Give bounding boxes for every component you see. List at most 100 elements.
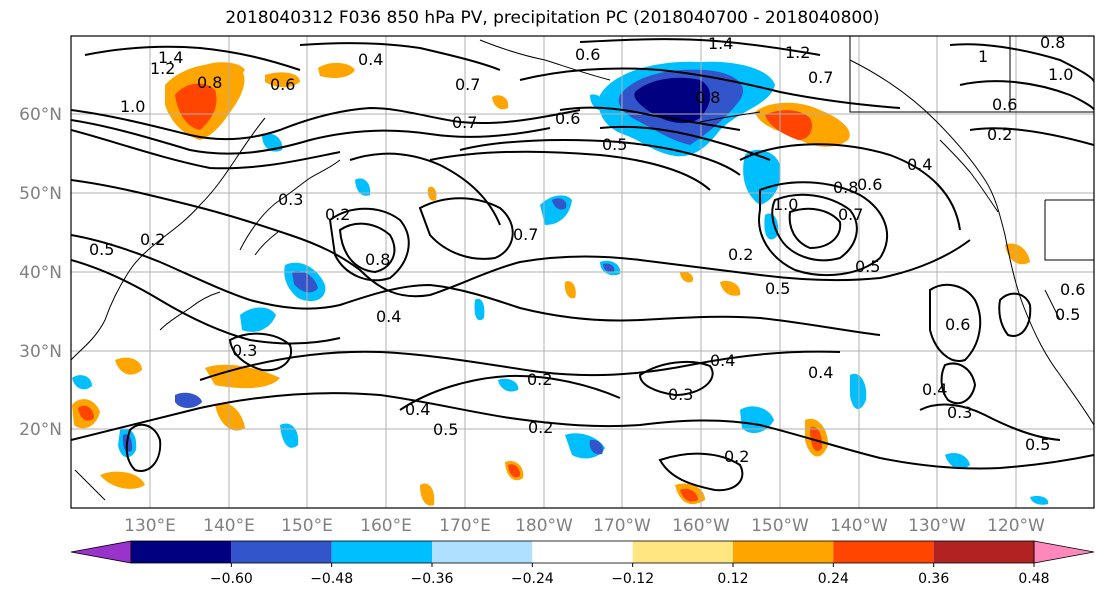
colorbar-segment <box>131 541 232 563</box>
colorbar-segment <box>432 541 533 563</box>
colorbar-arrow-high <box>1033 540 1095 564</box>
contour-label: 0.6 <box>270 75 295 94</box>
lon-label: 150°W <box>751 516 809 536</box>
contour-label: 0.8 <box>695 88 720 107</box>
contour-label: 0.4 <box>376 307 401 326</box>
colorbar-frame <box>130 540 1035 564</box>
contour-label: 0.5 <box>1025 435 1050 454</box>
colorbar-tick-label: 0.48 <box>1018 571 1049 587</box>
contour-label: 0.4 <box>922 380 947 399</box>
colorbar-tick-label: 0.12 <box>717 571 748 587</box>
contour-label: 0.8 <box>833 178 858 197</box>
contour-label: 0.6 <box>555 109 580 128</box>
contour-label: 1.2 <box>785 43 810 62</box>
colorbar-tick-label: −0.36 <box>411 571 454 587</box>
lon-label: 150°E <box>281 516 333 536</box>
contour-label: 0.2 <box>325 205 350 224</box>
pv-contours <box>71 38 1094 492</box>
contour-label: 0.8 <box>197 73 222 92</box>
contour-label: 0.4 <box>358 50 383 69</box>
contour-label: 0.5 <box>765 279 790 298</box>
graticule <box>71 36 1094 508</box>
contour-label: 0.3 <box>232 341 257 360</box>
contour-label: 0.4 <box>808 363 833 382</box>
lon-label: 160°E <box>360 516 412 536</box>
lon-label: 130°W <box>908 516 966 536</box>
contour-label: 1.0 <box>120 97 145 116</box>
map-plot-area: 1.4 1.2 0.8 0.6 0.4 0.7 1.0 0.7 0.6 0.5 … <box>71 33 1094 508</box>
contour-label: 1.4 <box>708 34 733 53</box>
contour-label: 0.5 <box>855 257 880 276</box>
colorbar-tick-label: −0.60 <box>210 571 253 587</box>
contour-label: 1 <box>978 47 988 66</box>
contour-label: 0.6 <box>945 315 970 334</box>
colorbar-segment <box>733 541 834 563</box>
colorbar-tick-label: −0.48 <box>310 571 353 587</box>
contour-label: 0.6 <box>992 95 1017 114</box>
contour-label: 1.4 <box>158 48 183 67</box>
contour-label: 0.2 <box>987 125 1012 144</box>
lat-label: 60°N <box>19 105 62 125</box>
contour-label: 0.2 <box>728 245 753 264</box>
contour-label: 0.8 <box>365 250 390 269</box>
contour-label: 0.5 <box>1055 305 1080 324</box>
contour-label: 0.5 <box>433 420 458 439</box>
lon-label: 140°E <box>203 516 255 536</box>
lon-label: 170°W <box>593 516 651 536</box>
contour-label: 0.5 <box>602 135 627 154</box>
contour-label: 0.3 <box>668 385 693 404</box>
colorbar-segment <box>331 541 432 563</box>
contour-label: 0.7 <box>455 75 480 94</box>
colorbar-segment <box>933 541 1034 563</box>
colorbar-segment <box>231 541 332 563</box>
contour-label: 0.6 <box>575 45 600 64</box>
contour-label: 0.4 <box>405 400 430 419</box>
contour-label: 0.6 <box>1060 280 1085 299</box>
contour-label: 0.8 <box>1040 33 1065 52</box>
contour-label: 0.7 <box>838 205 863 224</box>
plot-frame <box>70 35 1095 509</box>
contour-label: 0.2 <box>140 230 165 249</box>
contour-label: 0.4 <box>710 351 735 370</box>
contour-labels: 1.4 1.2 0.8 0.6 0.4 0.7 1.0 0.7 0.6 0.5 … <box>89 33 1085 466</box>
colorbar-tick-label: −0.12 <box>611 571 654 587</box>
lon-label: 130°E <box>124 516 176 536</box>
contour-label: 0.5 <box>89 240 114 259</box>
lon-label: 140°W <box>830 516 888 536</box>
contour-label: 0.2 <box>528 418 553 437</box>
colorbar-segment <box>532 541 633 563</box>
latitude-labels: 60°N 50°N 40°N 30°N 20°N <box>19 105 62 440</box>
contour-label: 0.7 <box>513 225 538 244</box>
contour-label: 1.0 <box>1048 65 1073 84</box>
precip-shading <box>72 61 1049 506</box>
lon-label: 120°W <box>987 516 1045 536</box>
contour-label: 0.2 <box>527 370 552 389</box>
contour-label: 0.3 <box>278 190 303 209</box>
longitude-labels: 130°E 140°E 150°E 160°E 170°E 180°W 170°… <box>124 516 1045 536</box>
contour-label: 0.7 <box>452 113 477 132</box>
lon-label: 160°W <box>672 516 730 536</box>
lat-label: 20°N <box>19 420 62 440</box>
colorbar-segment <box>833 541 934 563</box>
colorbar-arrow-low <box>70 540 132 564</box>
colorbar-tick-label: 0.24 <box>818 571 849 587</box>
coastlines <box>71 36 1094 501</box>
lat-label: 40°N <box>19 263 62 283</box>
contour-label: 0.7 <box>808 68 833 87</box>
contour-label: 1.2 <box>150 59 175 78</box>
lat-label: 30°N <box>19 342 62 362</box>
contour-label: 0.4 <box>907 155 932 174</box>
lon-label: 170°E <box>439 516 491 536</box>
lon-label: 180°W <box>515 516 573 536</box>
colorbar-tick-label: −0.24 <box>511 571 554 587</box>
contour-label: 1.0 <box>773 195 798 214</box>
colorbar-segment <box>632 541 733 563</box>
colorbar: −0.60 −0.48 −0.36 −0.24 −0.12 0.12 0.24 0.36 0.4… <box>70 540 1095 587</box>
lat-label: 50°N <box>19 184 62 204</box>
contour-label: 0.3 <box>947 403 972 422</box>
colorbar-tick-label: 0.36 <box>918 571 949 587</box>
map-title: 2018040312 F036 850 hPa PV, precipitatio… <box>225 8 880 28</box>
contour-label: 0.2 <box>724 447 749 466</box>
contour-label: 0.6 <box>857 175 882 194</box>
